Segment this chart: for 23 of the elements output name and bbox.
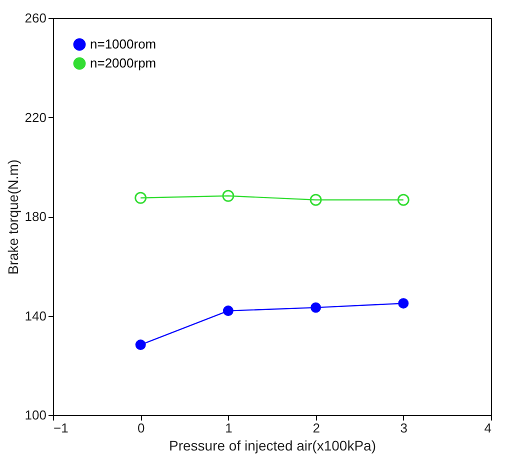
x-tick-label: 3 <box>400 420 408 436</box>
point <box>310 194 322 206</box>
point <box>310 302 322 313</box>
x-tick-label: 2 <box>312 420 320 436</box>
y-tick-label: 220 <box>24 110 46 125</box>
legend-label: n=1000rom <box>90 36 156 52</box>
point <box>222 190 234 202</box>
x-tick-label: 4 <box>484 420 492 436</box>
x-tick-label: 0 <box>137 420 145 436</box>
y-tick-label: 180 <box>24 209 46 224</box>
point <box>397 194 410 206</box>
point <box>134 192 147 204</box>
point <box>222 306 234 316</box>
x-tick-label: −1 <box>54 420 68 436</box>
y-tick-label: 260 <box>24 10 46 26</box>
point <box>135 340 146 350</box>
x-axis-title: Pressure of injected air(x100kPa) <box>169 438 376 454</box>
legend-label: n=2000rpm <box>90 56 156 70</box>
y-tick-label: 100 <box>24 408 46 422</box>
x-tick-label: 1 <box>225 420 232 436</box>
y-axis-title: Brake torque(N.m) <box>4 159 21 275</box>
y-tick-label: 140 <box>24 308 46 324</box>
point <box>398 298 409 309</box>
